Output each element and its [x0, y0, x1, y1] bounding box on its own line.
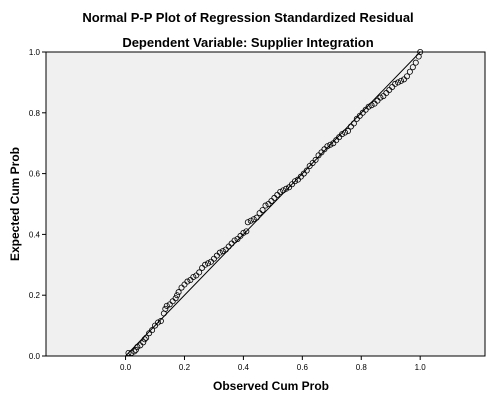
data-point	[231, 237, 238, 244]
data-point	[277, 188, 284, 195]
y-tick-label: 0.8	[29, 109, 41, 118]
data-point	[219, 248, 226, 255]
x-tick-label: 0.0	[120, 363, 132, 372]
data-point	[250, 216, 257, 223]
data-points	[125, 49, 424, 356]
data-point	[342, 129, 349, 136]
data-point	[280, 187, 287, 194]
data-point	[131, 348, 138, 355]
data-point	[262, 202, 269, 209]
data-point	[205, 260, 212, 267]
data-point	[244, 219, 251, 226]
data-point	[312, 156, 319, 163]
data-point	[125, 349, 132, 356]
data-point	[417, 49, 424, 56]
chart-subtitle: Dependent Variable: Supplier Integration	[122, 35, 373, 50]
x-tick-label: 0.6	[297, 363, 309, 372]
x-tick-label: 0.8	[356, 363, 368, 372]
y-tick-label: 0.4	[29, 230, 41, 239]
data-point	[339, 131, 346, 138]
y-axis-label: Expected Cum Prob	[8, 147, 22, 261]
data-point	[253, 214, 260, 221]
data-point	[259, 207, 266, 214]
data-point	[216, 249, 223, 256]
x-tick-label: 0.4	[238, 363, 250, 372]
data-point	[141, 336, 148, 343]
data-point	[291, 178, 298, 185]
y-tick-label: 0.6	[29, 170, 41, 179]
data-point	[163, 302, 170, 309]
y-tick-label: 0.0	[29, 352, 41, 361]
data-point	[283, 185, 290, 192]
data-point	[184, 278, 191, 285]
data-point	[162, 305, 169, 312]
data-point	[365, 103, 372, 110]
data-point	[368, 102, 375, 109]
y-tick-label: 0.2	[29, 291, 41, 300]
chart-title: Normal P-P Plot of Regression Standardiz…	[82, 10, 413, 25]
data-point	[143, 334, 150, 341]
data-point	[172, 295, 179, 302]
data-point	[395, 79, 402, 86]
data-point	[132, 346, 139, 353]
data-point	[409, 64, 416, 71]
data-point	[240, 229, 247, 236]
data-point	[175, 289, 182, 296]
data-point	[247, 217, 254, 224]
x-axis-ticks: 0.0 0.2 0.4 0.6 0.8 1.0	[120, 356, 426, 372]
data-point	[134, 343, 141, 350]
data-point	[412, 59, 419, 66]
data-point	[377, 94, 384, 101]
data-point	[327, 141, 334, 148]
data-point	[406, 68, 413, 75]
data-point	[128, 349, 135, 356]
data-point	[303, 167, 310, 174]
y-tick-label: 1.0	[29, 48, 41, 57]
data-point	[149, 327, 156, 334]
x-tick-label: 0.2	[179, 363, 191, 372]
data-point	[154, 319, 161, 326]
data-point	[324, 143, 331, 150]
data-point	[392, 80, 399, 87]
x-tick-label: 1.0	[415, 363, 427, 372]
x-axis-label: Observed Cum Prob	[213, 379, 329, 393]
y-axis-ticks: 0.0 0.2 0.4 0.6 0.8 1.0	[29, 48, 46, 361]
data-point	[344, 128, 351, 135]
data-point	[202, 261, 209, 268]
data-point	[196, 269, 203, 276]
data-point	[398, 77, 405, 84]
data-point	[174, 292, 181, 299]
data-point	[243, 228, 250, 235]
data-point	[403, 73, 410, 80]
data-point	[140, 339, 147, 346]
data-point	[350, 120, 357, 127]
data-point	[157, 318, 164, 325]
data-point	[190, 273, 197, 280]
